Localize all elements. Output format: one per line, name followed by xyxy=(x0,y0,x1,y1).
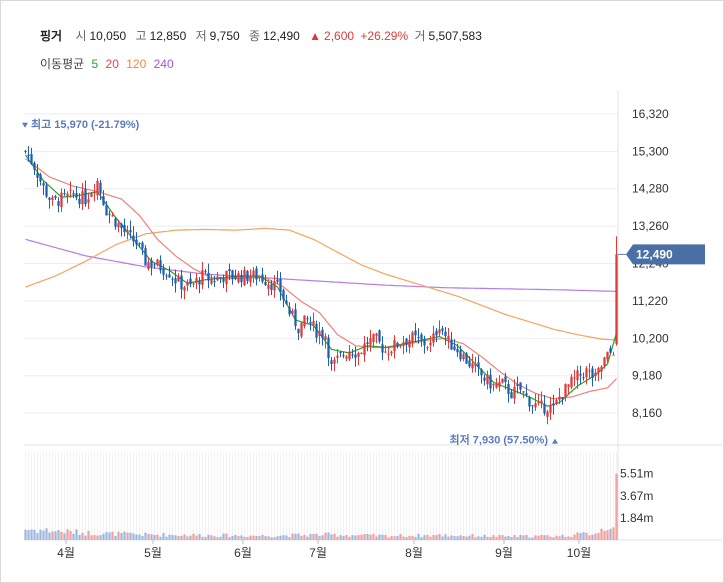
high-value: 12,850 xyxy=(149,29,187,43)
change-arrow-icon: ▲ xyxy=(309,29,322,43)
open-value: 10,050 xyxy=(89,29,127,43)
change-percent: +26.29% xyxy=(360,29,409,43)
price-header: 핑거 시 10,050 고 12,850 저 9,750 종 12,490 ▲ 2,600… xyxy=(40,27,488,44)
low-value: 9,750 xyxy=(209,29,240,43)
ma-legend-label: 이동평균 xyxy=(40,57,85,71)
ma-legend-120: 120 xyxy=(126,57,147,71)
ma-legend-20: 20 xyxy=(105,57,119,71)
open-label: 시 xyxy=(75,29,87,43)
stock-name: 핑거 xyxy=(40,29,63,43)
volume-value: 5,507,583 xyxy=(428,29,482,43)
change-value: 2,600 xyxy=(324,29,355,43)
close-label: 종 xyxy=(249,29,261,43)
low-label: 저 xyxy=(195,29,207,43)
close-value: 12,490 xyxy=(263,29,300,43)
volume-label: 거 xyxy=(414,29,426,43)
ma-legend-5: 5 xyxy=(91,57,99,71)
high-label: 고 xyxy=(135,29,147,43)
ma-legend-240: 240 xyxy=(153,57,174,71)
moving-average-legend: 이동평균 5 20 120 240 xyxy=(40,55,178,72)
